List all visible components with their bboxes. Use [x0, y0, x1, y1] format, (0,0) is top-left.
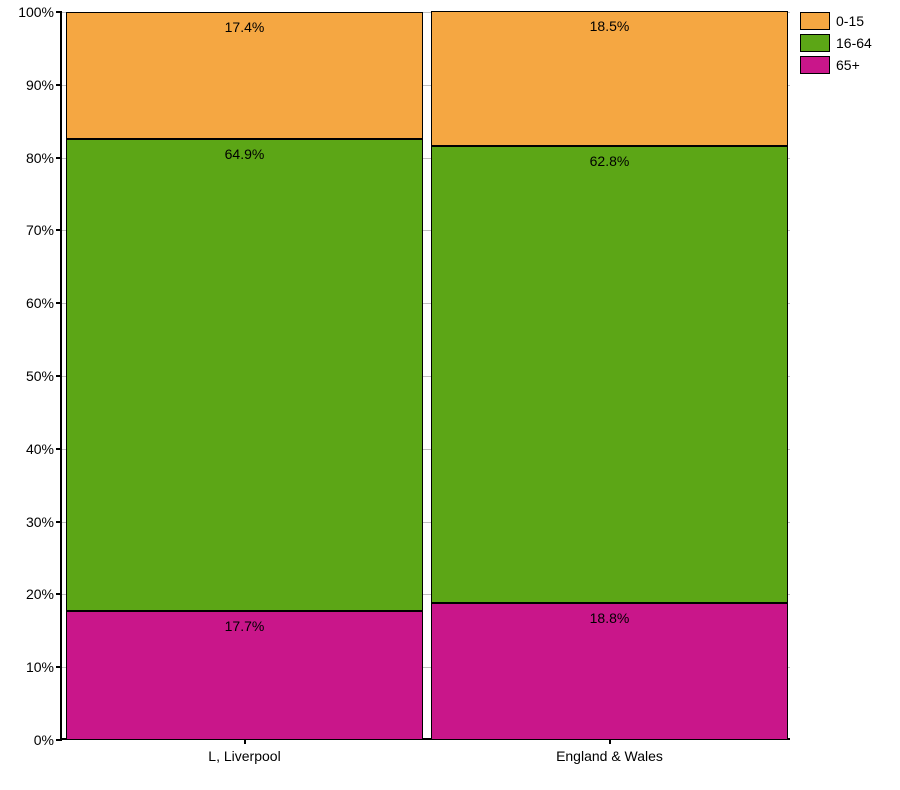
y-tick-label: 10% [26, 659, 62, 675]
bar-segment-label: 18.5% [590, 18, 630, 34]
plot-area: 0%10%20%30%40%50%60%70%80%90%100%17.7%64… [60, 12, 790, 740]
x-tick-label: England & Wales [556, 738, 663, 764]
bar-segment-label: 17.7% [225, 618, 265, 634]
bar-group: 17.7% 64.9% 17.4% [66, 12, 424, 738]
bar-segment-age_16_64: 64.9% [66, 139, 424, 611]
legend-item: 65+ [800, 56, 872, 74]
legend-label: 0-15 [836, 13, 864, 29]
legend-label: 16-64 [836, 35, 872, 51]
legend-item: 16-64 [800, 34, 872, 52]
bar-segment-age_65p: 17.7% [66, 611, 424, 740]
bar-segment-age_16_64: 62.8% [431, 146, 789, 603]
bar-group: 18.8% 62.8% 18.5% [431, 12, 789, 738]
y-tick-label: 50% [26, 368, 62, 384]
bar-segment-label: 18.8% [590, 610, 630, 626]
x-tick-label: L, Liverpool [208, 738, 280, 764]
y-tick-label: 100% [18, 4, 62, 20]
legend: 0-15 16-64 65+ [800, 12, 872, 78]
legend-swatch [800, 12, 830, 30]
legend-item: 0-15 [800, 12, 872, 30]
bar-segment-age_0_15: 17.4% [66, 12, 424, 139]
bar-segment-age_0_15: 18.5% [431, 11, 789, 146]
legend-swatch [800, 34, 830, 52]
y-tick-label: 40% [26, 441, 62, 457]
y-tick-label: 30% [26, 514, 62, 530]
y-tick-label: 0% [34, 732, 62, 748]
legend-swatch [800, 56, 830, 74]
legend-label: 65+ [836, 57, 860, 73]
bar-segment-label: 62.8% [590, 153, 630, 169]
y-tick-label: 60% [26, 295, 62, 311]
y-tick-label: 70% [26, 222, 62, 238]
y-tick-label: 80% [26, 150, 62, 166]
bar-segment-age_65p: 18.8% [431, 603, 789, 740]
chart-stage: 0% 10% 20% 30% 40% 50% 60% 70% 80% 90% 100% 17.7% 64… [0, 0, 900, 790]
y-tick-label: 20% [26, 586, 62, 602]
bar-segment-label: 64.9% [225, 146, 265, 162]
bar-segment-label: 17.4% [225, 19, 265, 35]
y-tick-label: 90% [26, 77, 62, 93]
